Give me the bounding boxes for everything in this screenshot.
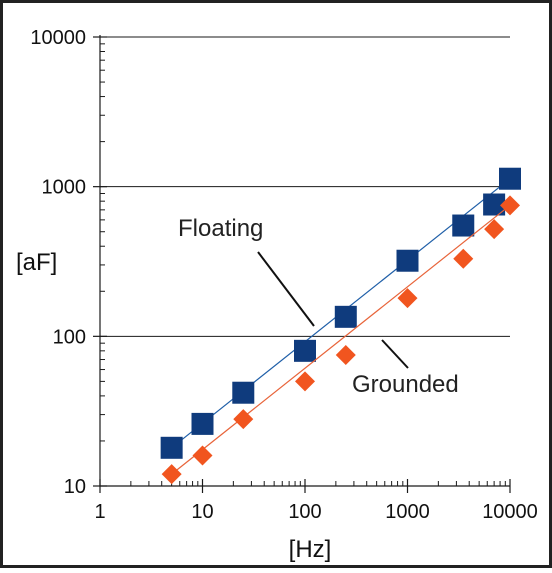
- x-tick-label-1: 1: [94, 501, 105, 523]
- y-tick-label-10000: 10000: [30, 27, 86, 49]
- grounded-point: [233, 409, 254, 430]
- grounded-series-line: [171, 204, 511, 475]
- floating-point: [396, 249, 419, 272]
- grounded-point: [335, 345, 356, 366]
- grid-layer: [100, 36, 510, 337]
- grounded-point: [192, 445, 213, 466]
- grounded-series-label: Grounded: [352, 371, 459, 398]
- grounded-leader-line: [381, 339, 409, 369]
- floating-point: [452, 214, 475, 237]
- grounded-point: [295, 371, 315, 392]
- floating-point: [232, 381, 255, 404]
- floating-point: [191, 412, 214, 435]
- label-layer: [Hz] [aF] Floating Grounded: [16, 215, 459, 563]
- y-tick-label-10: 10: [64, 476, 86, 498]
- floating-point: [294, 339, 316, 362]
- grounded-point: [453, 248, 474, 269]
- series-layer: [160, 167, 521, 485]
- grounded-point: [500, 195, 520, 216]
- y-tick-label-100: 100: [53, 326, 86, 348]
- floating-leader-line: [257, 251, 315, 327]
- x-tick-label-10000: 10000: [482, 501, 538, 523]
- grounded-point: [397, 288, 418, 309]
- y-tick-label-1000: 1000: [42, 177, 87, 199]
- x-tick-label-1000: 1000: [385, 501, 430, 523]
- x-tick-label-100: 100: [288, 501, 321, 523]
- y-axis-title: [aF]: [16, 249, 57, 276]
- x-tick-label-10: 10: [191, 501, 213, 523]
- x-axis-title: [Hz]: [289, 536, 332, 563]
- floating-point: [483, 193, 506, 216]
- grounded-point: [161, 464, 182, 485]
- floating-point: [334, 305, 357, 328]
- floating-point: [160, 436, 183, 459]
- floating-point: [499, 167, 521, 190]
- grounded-point: [484, 219, 505, 240]
- axis-layer: 10 100 1000 10000 1 10 100 1000 10000: [30, 27, 537, 523]
- floating-series-label: Floating: [178, 215, 263, 242]
